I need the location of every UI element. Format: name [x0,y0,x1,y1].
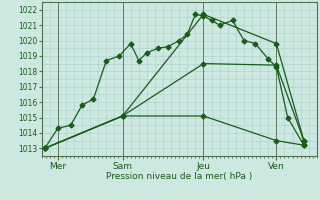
X-axis label: Pression niveau de la mer( hPa ): Pression niveau de la mer( hPa ) [106,172,252,181]
